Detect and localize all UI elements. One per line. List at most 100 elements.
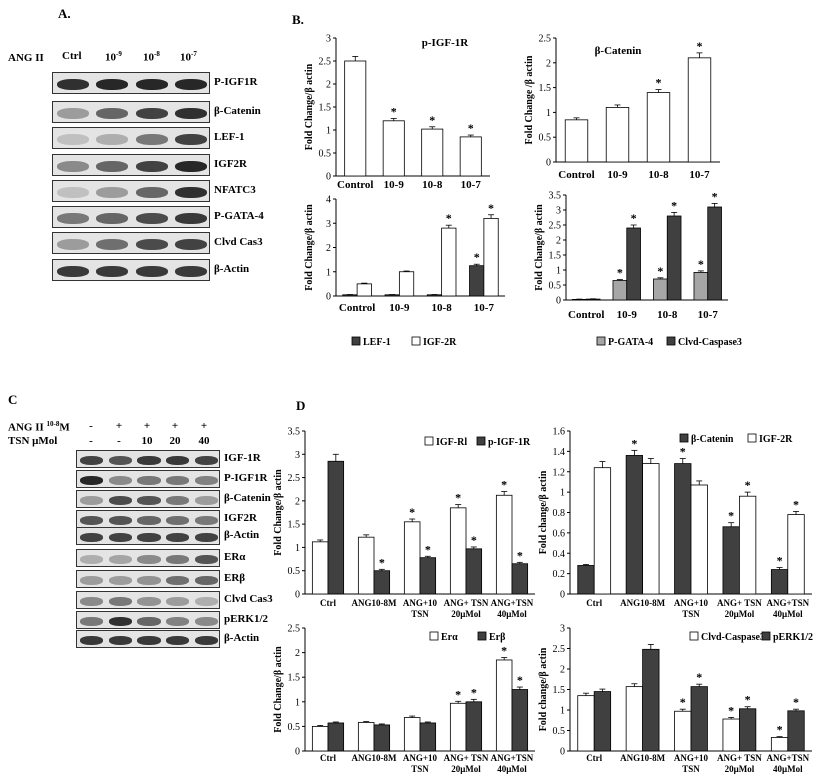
blot-band bbox=[79, 515, 103, 525]
y-tick-label: 1.5 bbox=[319, 103, 332, 114]
category-label: ANG10-8M bbox=[352, 598, 397, 608]
category-label: 10-8 bbox=[648, 169, 669, 181]
blot-band bbox=[137, 495, 161, 505]
blot-band bbox=[137, 532, 161, 542]
significance-star: * bbox=[471, 533, 477, 547]
category-label: 20μMol bbox=[725, 609, 755, 619]
bar bbox=[421, 128, 444, 177]
y-tick-label: 2 bbox=[546, 58, 551, 69]
category-label: 40μMol bbox=[773, 609, 803, 619]
category-label: ANG+10 bbox=[403, 598, 438, 608]
blot-band bbox=[108, 596, 132, 606]
significance-star: * bbox=[696, 670, 702, 684]
blot-band bbox=[108, 554, 132, 564]
blot-band bbox=[79, 575, 103, 585]
bar bbox=[511, 689, 529, 752]
treatment-cell: + bbox=[200, 420, 208, 432]
significance-star: * bbox=[474, 250, 480, 264]
y-axis-label: Fold Change /β actin bbox=[524, 55, 535, 144]
legend-label: pERK1/2 bbox=[773, 632, 813, 643]
significance-star: * bbox=[712, 189, 718, 203]
category-label: 10-9 bbox=[389, 302, 410, 314]
treatment-cell: + bbox=[143, 420, 151, 432]
y-tick-label: 3 bbox=[560, 624, 565, 635]
blot-label: P-IGF1R bbox=[224, 472, 268, 484]
y-tick-label: 1 bbox=[326, 126, 331, 137]
significance-star: * bbox=[455, 687, 461, 701]
bar bbox=[707, 206, 722, 301]
y-tick-label: 0 bbox=[295, 590, 300, 601]
chart-D1: 0 0.5 1 1.5 2 2.5 3 3.5 Fold Change/β actin Ctrl *… bbox=[273, 427, 535, 619]
bar bbox=[311, 541, 329, 595]
y-tick-label: 2.5 bbox=[319, 57, 332, 68]
bar bbox=[787, 514, 805, 595]
category-label: ANG+ TSN bbox=[444, 598, 489, 608]
panel-c-ang-label: ANG II 10-8M bbox=[8, 420, 70, 434]
category-label: 40μMol bbox=[773, 764, 803, 774]
blot-band bbox=[166, 575, 190, 585]
blot-band bbox=[108, 575, 132, 585]
category-label: 10-7 bbox=[698, 309, 719, 321]
y-tick-label: 1 bbox=[295, 543, 300, 554]
bar bbox=[674, 710, 692, 752]
category-label: 10-8 bbox=[422, 179, 443, 191]
blot-band bbox=[166, 515, 190, 525]
blot-band bbox=[195, 475, 219, 485]
y-tick-label: 0 bbox=[326, 172, 331, 183]
blot-band bbox=[175, 265, 208, 277]
y-tick-label: 0.5 bbox=[288, 566, 301, 577]
significance-star: * bbox=[425, 542, 431, 556]
y-tick-label: 4 bbox=[326, 195, 331, 206]
panel-c-letter: C bbox=[8, 392, 18, 407]
y-tick-label: 0.2 bbox=[553, 569, 566, 580]
blot-label: IGF-1R bbox=[224, 452, 261, 464]
significance-star: * bbox=[468, 121, 474, 135]
blot-band bbox=[135, 133, 168, 145]
bar bbox=[483, 217, 499, 297]
y-tick-label: 2.5 bbox=[539, 34, 552, 45]
treatment-cell: 10 bbox=[141, 435, 153, 447]
blot-band bbox=[56, 107, 89, 119]
legend-swatch bbox=[429, 631, 439, 641]
legend-label: p-IGF-1R bbox=[488, 437, 531, 448]
bar bbox=[449, 507, 467, 595]
blot-band bbox=[135, 265, 168, 277]
blot-band bbox=[96, 78, 129, 90]
treatment-cell: + bbox=[171, 420, 179, 432]
y-tick-label: 0.4 bbox=[553, 549, 566, 560]
legend-swatch bbox=[411, 336, 421, 346]
blot-strip bbox=[76, 630, 220, 648]
legend-label: Clvd-Caspase3 bbox=[701, 632, 765, 643]
legend-label: LEF-1 bbox=[363, 337, 391, 348]
blot-band bbox=[175, 212, 208, 224]
y-tick-label: 1 bbox=[556, 266, 561, 277]
blot-strip bbox=[76, 490, 220, 508]
blot-band bbox=[108, 616, 132, 626]
blot-band bbox=[108, 532, 132, 542]
significance-star: * bbox=[631, 436, 637, 450]
bar bbox=[625, 455, 643, 595]
bar bbox=[585, 298, 601, 301]
y-tick-label: 1.5 bbox=[539, 83, 552, 94]
y-tick-label: 1.5 bbox=[288, 520, 301, 531]
blot-band bbox=[108, 475, 132, 485]
bar bbox=[469, 265, 485, 297]
legend-swatch bbox=[424, 436, 434, 446]
bar bbox=[564, 119, 589, 163]
blot-band bbox=[195, 616, 219, 626]
category-label: 10-9 bbox=[384, 179, 405, 191]
category-label: Ctrl bbox=[586, 598, 602, 608]
bar bbox=[722, 718, 740, 752]
y-tick-label: 0 bbox=[560, 747, 565, 758]
legend-label: Erα bbox=[441, 632, 458, 643]
blot-label: pERK1/2 bbox=[224, 613, 269, 625]
category-label: Control bbox=[339, 302, 375, 314]
blot-band bbox=[56, 160, 89, 172]
bar bbox=[373, 724, 391, 752]
category-label: ANG+10 bbox=[674, 753, 709, 763]
blot-label: β-Catenin bbox=[214, 105, 261, 117]
blot-band bbox=[56, 265, 89, 277]
y-tick-label: 2.5 bbox=[549, 221, 562, 232]
y-tick-label: 0 bbox=[546, 158, 551, 169]
y-tick-label: 1.5 bbox=[288, 673, 301, 684]
